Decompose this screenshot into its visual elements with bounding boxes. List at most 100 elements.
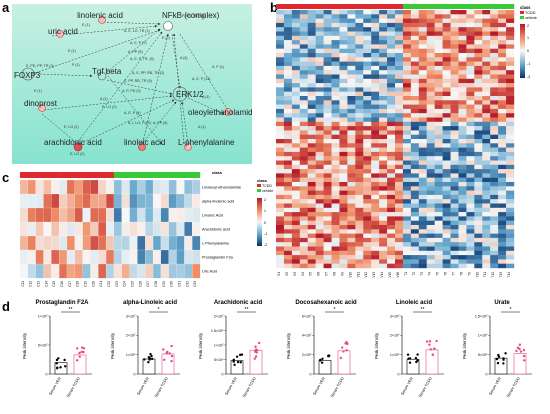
heatmap-cell: [402, 203, 412, 208]
heatmap-cell: [434, 186, 443, 191]
heatmap-cell: [482, 212, 491, 217]
heatmap-cell: [426, 134, 435, 140]
heatmap-cell: [291, 74, 300, 79]
heatmap-cell: [426, 48, 435, 54]
heatmap-cell: [371, 40, 380, 45]
heatmap-cell: [490, 53, 499, 58]
data-point-veh: [57, 357, 60, 360]
heatmap-cell: [291, 108, 300, 114]
heatmap-cell: [434, 233, 443, 239]
heatmap-cell: [283, 220, 293, 226]
heatmap-cell: [418, 22, 427, 28]
heatmap-cell: [363, 242, 372, 247]
heatmap-cell: [168, 207, 177, 223]
heatmap-cell: [442, 100, 451, 105]
heatmap-cell: [291, 44, 300, 49]
heatmap-cell: [482, 186, 491, 191]
heatmap-cell: [331, 113, 340, 118]
heatmap-cell: [363, 113, 372, 118]
data-point-tcdd: [425, 340, 429, 343]
heatmap-cell: [276, 139, 285, 144]
heatmap-cell: [152, 221, 162, 237]
edge-label: E, LO (2): [70, 152, 85, 156]
color-scale: [257, 198, 262, 246]
heatmap-cell: [283, 78, 293, 84]
data-point-veh: [64, 365, 67, 368]
significance-stars: **: [69, 307, 73, 313]
heatmap-cell: [339, 216, 348, 221]
heatmap-cell: [331, 91, 340, 97]
heatmap-cell: [145, 179, 154, 195]
data-point-veh: [496, 361, 500, 365]
heatmap-cell: [506, 121, 515, 127]
heatmap-cell: [466, 246, 475, 251]
heatmap-cell: [283, 237, 293, 243]
heatmap-cell: [98, 235, 107, 251]
heatmap-cell: [506, 190, 515, 196]
heatmap-cell: [299, 130, 308, 135]
heatmap-cell: [466, 151, 475, 157]
heatmap-cell: [27, 193, 36, 209]
class-bar-cell: [402, 4, 412, 9]
heatmap-cell: [283, 14, 293, 19]
heatmap-cell: [442, 242, 451, 247]
heatmap-cell: [371, 130, 380, 135]
heatmap-cell: [331, 220, 340, 226]
heatmap-cell: [315, 164, 324, 170]
heatmap-cell: [379, 70, 388, 75]
heatmap-cell: [379, 121, 388, 127]
heatmap-cell: [442, 35, 451, 41]
heatmap-cell: [490, 100, 499, 105]
heatmap-cell: [466, 10, 475, 15]
heatmap-cell: [379, 108, 388, 114]
heatmap-cell: [474, 40, 483, 45]
heatmap-cell: [371, 151, 380, 157]
heatmap-cell: [105, 263, 115, 279]
heatmap-cell: [402, 83, 412, 88]
heatmap-cell: [474, 190, 483, 196]
node-erk-marker: [172, 86, 188, 102]
heatmap-cell: [355, 87, 364, 92]
heatmap-cell: [299, 177, 308, 183]
heatmap-cell: [482, 190, 491, 196]
heatmap-cell: [315, 203, 324, 208]
heatmap-cell: [363, 10, 372, 15]
heatmap-cell: [442, 96, 451, 101]
heatmap-cell: [339, 117, 348, 122]
heatmap-cell: [458, 74, 467, 79]
heatmap-cell: [474, 108, 483, 114]
data-point-veh: [55, 367, 59, 370]
heatmap-cell: [371, 229, 380, 234]
heatmap-cell: [113, 193, 123, 209]
heatmap-cell: [291, 104, 300, 110]
heatmap-cell: [490, 246, 499, 251]
heatmap-cell: [379, 22, 388, 28]
heatmap-cell: [347, 151, 356, 157]
heatmap-cell: [466, 130, 475, 135]
heatmap-cell: [466, 207, 475, 213]
row-label: Prostaglandin F2a: [202, 255, 234, 259]
heatmap-cell: [291, 216, 300, 221]
heatmap-cell: [379, 83, 388, 88]
heatmap-cell: [276, 246, 285, 251]
heatmap-cell: [506, 35, 515, 41]
heatmap-cell: [418, 44, 427, 49]
heatmap-cell: [482, 91, 491, 97]
heatmap-cell: [363, 186, 372, 191]
heatmap-cell: [82, 179, 91, 195]
heatmap-cell: [506, 61, 515, 67]
heatmap-cell: [506, 212, 515, 217]
heatmap-cell: [323, 147, 332, 153]
heatmap-cell: [283, 100, 293, 105]
heatmap-cell: [43, 207, 52, 223]
heatmap-cell: [276, 57, 285, 62]
heatmap-cell: [458, 48, 467, 54]
heatmap-cell: [331, 57, 340, 62]
heatmap-cell: [450, 70, 459, 75]
heatmap-cell: [66, 235, 76, 251]
data-point-veh: [233, 363, 236, 367]
heatmap-cell: [395, 44, 404, 49]
heatmap-cell: [434, 177, 443, 183]
heatmap-cell: [145, 235, 154, 251]
data-point-veh: [406, 353, 410, 356]
